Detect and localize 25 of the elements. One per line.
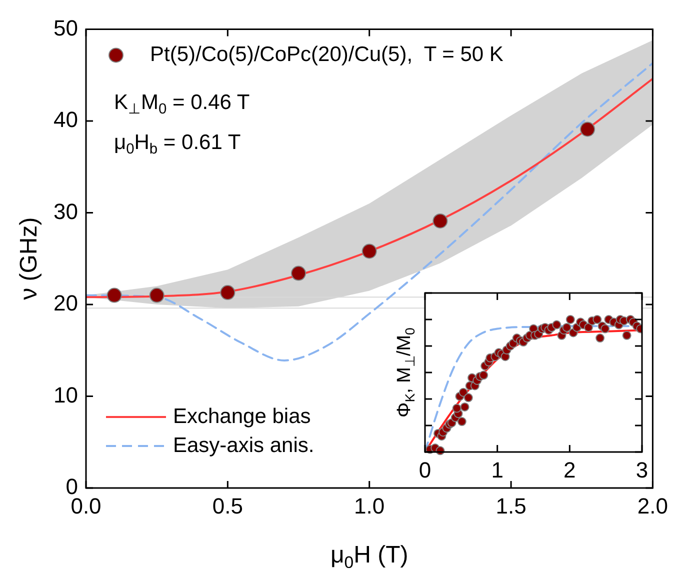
- legend-label: Easy-axis anis.: [173, 434, 314, 457]
- point: [362, 244, 377, 259]
- y-tick-label: 10: [54, 382, 78, 408]
- point: [580, 122, 596, 137]
- x-tick-label: 2: [564, 457, 576, 482]
- x-tick-label: 0.5: [212, 493, 243, 518]
- legend-label: Pt(5)/Co(5)/CoPc(20)/Cu(5), T = 50 K: [150, 42, 504, 66]
- x-tick-label: 1.5: [496, 493, 526, 518]
- point: [432, 213, 448, 228]
- y-tick-label: 40: [54, 107, 78, 132]
- point: [291, 266, 306, 281]
- legend-label: Exchange bias: [173, 404, 311, 428]
- x-tick-label: 3: [636, 457, 648, 482]
- point: [106, 288, 122, 303]
- x-tick-label: 1: [491, 457, 504, 482]
- x-tick-label: 2.0: [637, 493, 668, 518]
- y-tick-label: 30: [54, 198, 78, 224]
- y-axis-title: ν (GHz): [16, 217, 43, 300]
- point: [220, 285, 236, 300]
- x-tick-label: 0: [418, 457, 432, 482]
- y-axis-title: ΦK, M⊥/M0: [394, 328, 418, 418]
- point: [149, 288, 164, 303]
- x-tick-label: 1.0: [354, 493, 385, 518]
- y-tick-label: 20: [54, 290, 78, 316]
- y-tick-label: 50: [54, 15, 78, 40]
